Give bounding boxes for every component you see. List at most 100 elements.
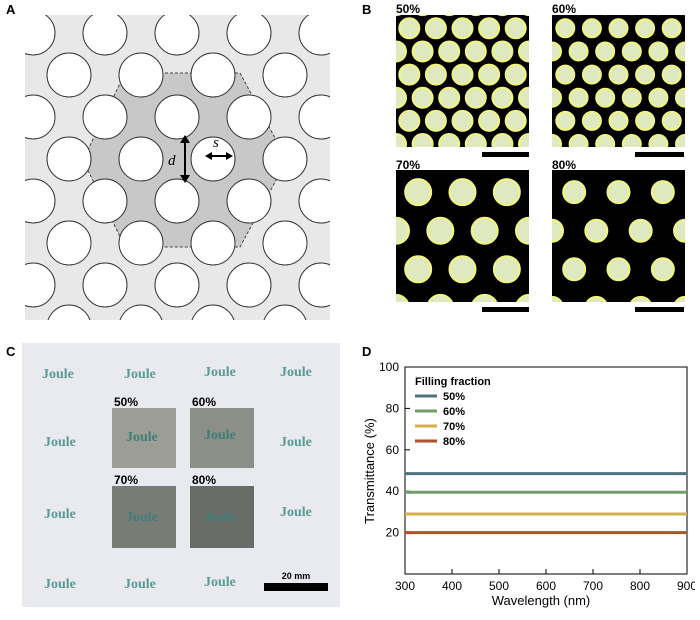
bright-hole xyxy=(411,86,434,109)
watermark-text: Joule xyxy=(204,365,236,380)
bright-hole xyxy=(404,178,433,207)
bright-hole xyxy=(451,17,474,40)
bright-hole xyxy=(491,86,514,109)
micrograph-70 xyxy=(396,170,529,302)
bright-hole xyxy=(411,133,434,147)
bright-hole xyxy=(492,255,521,284)
micrograph-70-label: 70% xyxy=(396,158,421,172)
x-tick-label: 700 xyxy=(583,579,603,593)
hole xyxy=(154,94,200,140)
watermark-text: Joule xyxy=(44,577,76,592)
bright-hole xyxy=(426,216,455,245)
bright-hole xyxy=(635,110,656,131)
sample-60-text: Joule xyxy=(204,428,236,443)
bright-hole xyxy=(555,110,576,131)
diameter-arrow-head-bottom xyxy=(180,175,190,183)
hole xyxy=(226,178,272,224)
bright-hole xyxy=(552,218,564,243)
panel-d-letter: D xyxy=(362,344,372,359)
bright-hole xyxy=(491,40,514,63)
watermark-text: Joule xyxy=(124,367,156,382)
hole xyxy=(25,178,56,224)
watermark-text: Joule xyxy=(44,507,76,522)
bright-hole xyxy=(552,134,562,147)
bright-hole xyxy=(555,64,576,85)
hole xyxy=(298,15,330,56)
bright-hole xyxy=(568,134,589,147)
bright-hole xyxy=(562,180,587,205)
bright-hole xyxy=(635,18,656,39)
sample-70-text: Joule xyxy=(126,510,158,525)
y-tick-label: 80 xyxy=(386,401,400,415)
hole xyxy=(118,136,164,182)
diameter-arrow-head-top xyxy=(180,135,190,143)
bright-hole xyxy=(648,134,669,147)
bright-hole xyxy=(661,64,682,85)
watermark-text: Joule xyxy=(124,577,156,592)
bright-hole xyxy=(464,40,487,63)
hole xyxy=(46,52,92,98)
bright-hole xyxy=(568,41,589,62)
spacing-arrow-head-left xyxy=(205,152,212,160)
hole xyxy=(25,15,56,56)
bright-hole xyxy=(628,218,653,243)
panel-c-letter: C xyxy=(6,344,16,359)
scale-bar-80 xyxy=(635,307,684,312)
y-tick-label: 20 xyxy=(386,526,400,540)
hole xyxy=(82,262,128,308)
hole xyxy=(298,262,330,308)
bright-hole xyxy=(504,63,527,86)
hole xyxy=(46,136,92,182)
hole xyxy=(118,52,164,98)
bright-hole xyxy=(621,87,642,108)
bright-hole xyxy=(552,87,562,108)
hole xyxy=(25,94,56,140)
bright-hole xyxy=(661,110,682,131)
bright-hole xyxy=(552,41,562,62)
bright-hole xyxy=(581,64,602,85)
sample-80-film: Joule xyxy=(190,486,254,548)
bright-hole xyxy=(630,295,652,302)
micrograph-50 xyxy=(396,15,529,147)
scale-bar-60 xyxy=(635,152,684,157)
hole xyxy=(82,94,128,140)
photo-scale-bar xyxy=(264,583,328,591)
bright-hole xyxy=(581,110,602,131)
x-axis-label: Wavelength (nm) xyxy=(492,593,591,608)
x-tick-label: 500 xyxy=(489,579,509,593)
bright-hole xyxy=(621,134,642,147)
legend-label: 50% xyxy=(443,391,465,403)
bright-hole xyxy=(438,133,461,147)
sample-50-film: Joule xyxy=(112,408,176,468)
bright-hole xyxy=(451,63,474,86)
photo-scale-label: 20 mm xyxy=(281,571,311,581)
bright-hole xyxy=(661,18,682,39)
photo-panel: Joule Joule Joule Joule Joule Joule Joul… xyxy=(22,343,340,607)
hole xyxy=(25,262,56,308)
hole xyxy=(226,15,272,56)
bright-hole xyxy=(518,133,529,147)
bright-hole xyxy=(621,41,642,62)
bright-hole xyxy=(562,257,587,282)
panel-b-letter: B xyxy=(362,2,372,17)
sample-60-label: 60% xyxy=(192,395,217,409)
hole xyxy=(118,220,164,266)
x-tick-label: 300 xyxy=(395,579,415,593)
diameter-label: d xyxy=(168,153,176,169)
transmittance-chart: 20 40 60 80 100 300 400 500 600 700 800 900 Fillin… xyxy=(362,360,695,608)
bright-hole xyxy=(464,133,487,147)
bright-hole xyxy=(404,255,433,284)
bright-hole xyxy=(516,293,529,302)
hole xyxy=(47,304,91,320)
bright-hole xyxy=(650,257,675,282)
sample-80-label: 80% xyxy=(192,473,217,487)
bright-hole xyxy=(396,133,407,147)
hole xyxy=(82,15,128,56)
x-tick-label: 800 xyxy=(630,579,650,593)
bright-hole xyxy=(492,178,521,207)
bright-hole xyxy=(424,109,447,132)
x-tick-label: 900 xyxy=(677,579,695,593)
bright-hole xyxy=(648,41,669,62)
y-tick-label: 40 xyxy=(386,484,400,498)
legend-label: 70% xyxy=(443,421,465,433)
